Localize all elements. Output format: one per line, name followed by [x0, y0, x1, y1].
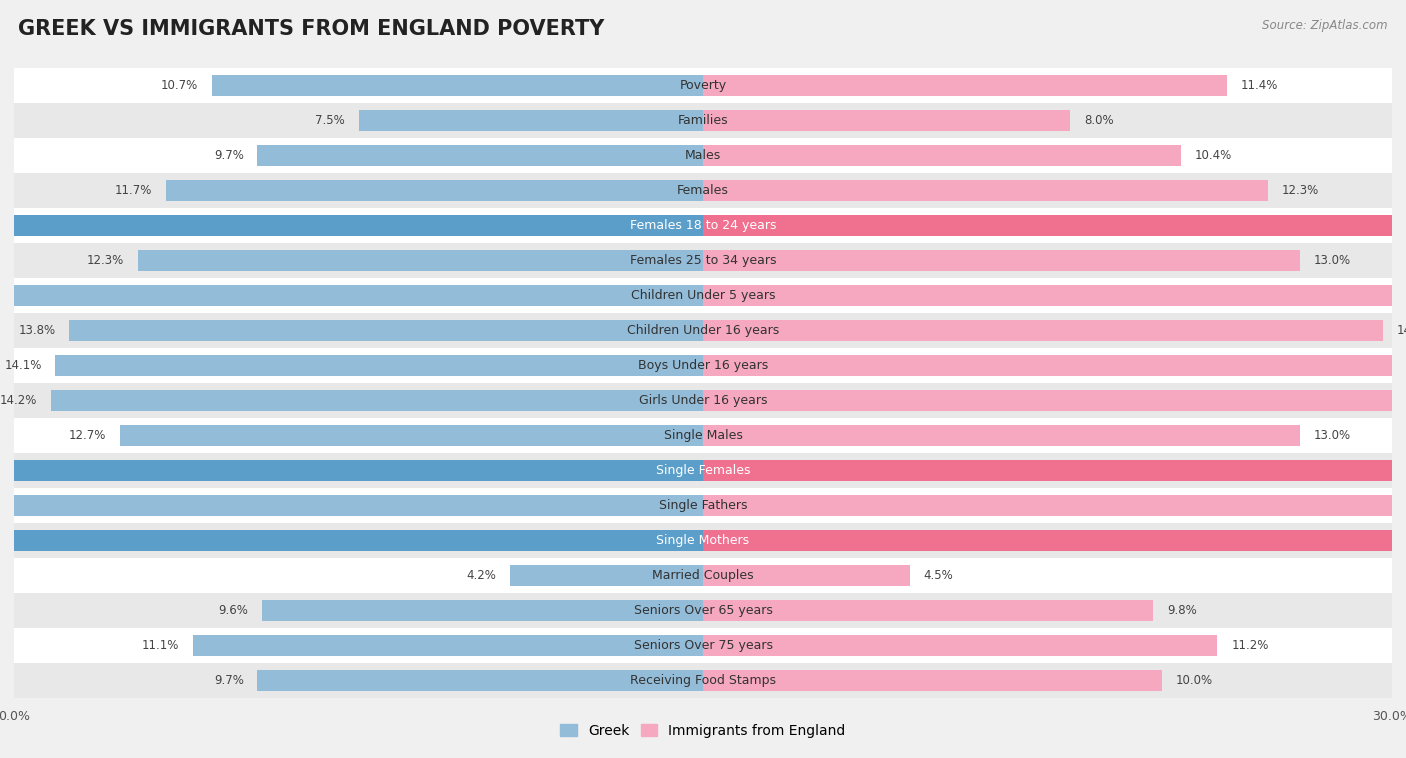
- Text: 13.8%: 13.8%: [18, 324, 55, 337]
- Bar: [703, 635, 1218, 656]
- Bar: [14, 453, 1392, 488]
- Legend: Greek, Immigrants from England: Greek, Immigrants from England: [555, 718, 851, 743]
- Bar: [120, 424, 703, 446]
- Text: 9.8%: 9.8%: [1167, 604, 1197, 617]
- Bar: [14, 383, 1392, 418]
- Bar: [0, 495, 703, 516]
- Text: 10.0%: 10.0%: [1175, 674, 1213, 687]
- Bar: [703, 285, 1406, 305]
- Bar: [703, 460, 1406, 481]
- Bar: [14, 67, 1392, 102]
- Bar: [703, 110, 1070, 130]
- Text: Married Couples: Married Couples: [652, 569, 754, 582]
- Text: 9.7%: 9.7%: [214, 149, 243, 161]
- Bar: [510, 565, 703, 586]
- Text: 11.2%: 11.2%: [1232, 639, 1268, 652]
- Text: 9.7%: 9.7%: [214, 674, 243, 687]
- Bar: [4, 285, 703, 305]
- Bar: [69, 320, 703, 341]
- Bar: [51, 390, 703, 411]
- Bar: [14, 418, 1392, 453]
- Text: 12.7%: 12.7%: [69, 429, 105, 442]
- Bar: [14, 313, 1392, 348]
- Bar: [14, 593, 1392, 628]
- Text: 13.0%: 13.0%: [1313, 429, 1351, 442]
- Text: Families: Families: [678, 114, 728, 127]
- Text: 13.0%: 13.0%: [1313, 254, 1351, 267]
- Text: Boys Under 16 years: Boys Under 16 years: [638, 359, 768, 371]
- Bar: [14, 558, 1392, 593]
- Bar: [14, 523, 1392, 558]
- Text: Receiving Food Stamps: Receiving Food Stamps: [630, 674, 776, 687]
- Text: Females: Females: [678, 183, 728, 196]
- Text: Single Fathers: Single Fathers: [659, 499, 747, 512]
- Bar: [14, 277, 1392, 313]
- Bar: [0, 215, 703, 236]
- Text: Females 25 to 34 years: Females 25 to 34 years: [630, 254, 776, 267]
- Text: Poverty: Poverty: [679, 79, 727, 92]
- Bar: [703, 145, 1181, 166]
- Text: Single Females: Single Females: [655, 464, 751, 477]
- Bar: [0, 530, 703, 551]
- Text: 14.1%: 14.1%: [4, 359, 42, 371]
- Bar: [14, 243, 1392, 277]
- Text: Single Males: Single Males: [664, 429, 742, 442]
- Text: 11.1%: 11.1%: [142, 639, 180, 652]
- Bar: [262, 600, 703, 621]
- Text: 7.5%: 7.5%: [315, 114, 344, 127]
- Text: 12.3%: 12.3%: [87, 254, 124, 267]
- Bar: [703, 495, 1406, 516]
- Text: Single Mothers: Single Mothers: [657, 534, 749, 547]
- Bar: [14, 488, 1392, 523]
- Text: Seniors Over 75 years: Seniors Over 75 years: [634, 639, 772, 652]
- Text: 10.7%: 10.7%: [160, 79, 198, 92]
- Text: 11.4%: 11.4%: [1240, 79, 1278, 92]
- Bar: [14, 102, 1392, 138]
- Text: 14.2%: 14.2%: [0, 394, 37, 407]
- Text: 9.6%: 9.6%: [218, 604, 249, 617]
- Bar: [14, 348, 1392, 383]
- Bar: [14, 628, 1392, 663]
- Bar: [703, 215, 1406, 236]
- Text: 8.0%: 8.0%: [1084, 114, 1114, 127]
- Bar: [703, 74, 1226, 96]
- Text: Children Under 5 years: Children Under 5 years: [631, 289, 775, 302]
- Text: 11.7%: 11.7%: [114, 183, 152, 196]
- Text: Seniors Over 65 years: Seniors Over 65 years: [634, 604, 772, 617]
- Bar: [257, 145, 703, 166]
- Bar: [193, 635, 703, 656]
- Bar: [211, 74, 703, 96]
- Bar: [14, 138, 1392, 173]
- Bar: [55, 355, 703, 376]
- Text: Females 18 to 24 years: Females 18 to 24 years: [630, 219, 776, 232]
- Bar: [138, 249, 703, 271]
- Bar: [703, 355, 1396, 376]
- Bar: [703, 390, 1396, 411]
- Bar: [14, 173, 1392, 208]
- Bar: [257, 670, 703, 691]
- Text: Girls Under 16 years: Girls Under 16 years: [638, 394, 768, 407]
- Text: Males: Males: [685, 149, 721, 161]
- Bar: [703, 249, 1301, 271]
- Text: GREEK VS IMMIGRANTS FROM ENGLAND POVERTY: GREEK VS IMMIGRANTS FROM ENGLAND POVERTY: [18, 19, 605, 39]
- Bar: [703, 670, 1163, 691]
- Bar: [703, 565, 910, 586]
- Text: 12.3%: 12.3%: [1282, 183, 1319, 196]
- Text: Children Under 16 years: Children Under 16 years: [627, 324, 779, 337]
- Bar: [703, 530, 1406, 551]
- Bar: [14, 663, 1392, 698]
- Bar: [703, 180, 1268, 201]
- Bar: [0, 460, 703, 481]
- Bar: [703, 320, 1382, 341]
- Bar: [703, 600, 1153, 621]
- Text: Source: ZipAtlas.com: Source: ZipAtlas.com: [1263, 19, 1388, 32]
- Text: 10.4%: 10.4%: [1195, 149, 1232, 161]
- Text: 4.2%: 4.2%: [467, 569, 496, 582]
- Text: 14.8%: 14.8%: [1396, 324, 1406, 337]
- Bar: [359, 110, 703, 130]
- Bar: [14, 208, 1392, 243]
- Bar: [166, 180, 703, 201]
- Bar: [703, 424, 1301, 446]
- Text: 4.5%: 4.5%: [924, 569, 953, 582]
